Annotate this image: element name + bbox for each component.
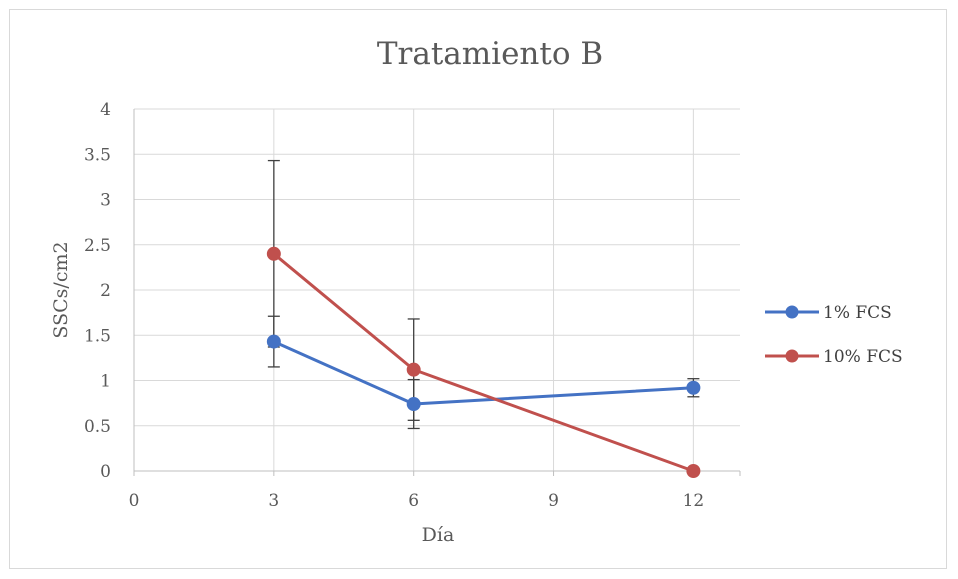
data-point: [686, 380, 701, 395]
error-bars: [267, 159, 700, 430]
series-line: [272, 252, 694, 473]
y-tick-label: 1: [100, 372, 111, 392]
chart-title: Tratamiento B: [377, 36, 603, 72]
data-point: [266, 246, 281, 261]
series-points: [266, 246, 701, 478]
data-point: [406, 397, 421, 412]
legend-label: 1% FCS: [823, 303, 892, 323]
y-tick-label: 3: [100, 191, 111, 211]
data-point: [266, 334, 281, 349]
legend-marker: [785, 305, 799, 319]
y-tick-label: 2.5: [84, 236, 111, 256]
x-axis-title: Día: [422, 524, 455, 546]
y-tick-label: 4: [100, 100, 111, 120]
legend-marker: [785, 349, 799, 363]
x-tick-label: 0: [129, 491, 140, 511]
y-tick-label: 0: [100, 462, 111, 482]
data-point: [686, 464, 701, 478]
y-axis-title: SSCs/cm2: [50, 241, 72, 338]
grid: [134, 108, 740, 471]
y-tick-label: 3.5: [84, 145, 111, 165]
legend: 1% FCS 10% FCS: [765, 303, 903, 367]
y-tick-label: 2: [100, 281, 111, 301]
y-tick-label: 0.5: [84, 417, 111, 437]
axes: [133, 109, 741, 476]
y-tick-label: 1.5: [84, 326, 111, 346]
legend-label: 10% FCS: [823, 347, 903, 367]
data-point: [406, 362, 421, 377]
x-tick-label: 12: [683, 491, 705, 511]
tick-labels: 0 0.5 1 1.5 2 2.5 3 3.5 4 0 3 6 9 12: [84, 100, 704, 511]
x-tick-label: 3: [268, 491, 279, 511]
series-lines: [272, 252, 694, 473]
chart-frame: [9, 9, 947, 569]
x-tick-label: 9: [548, 491, 559, 511]
x-tick-label: 6: [408, 491, 419, 511]
